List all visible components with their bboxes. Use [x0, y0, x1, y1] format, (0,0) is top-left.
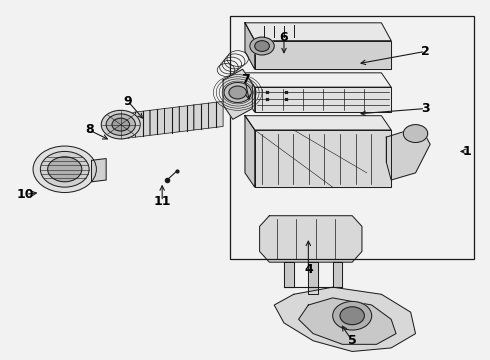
Polygon shape — [165, 107, 179, 134]
Text: 6: 6 — [280, 31, 288, 44]
Polygon shape — [386, 126, 430, 180]
Polygon shape — [245, 73, 391, 87]
Circle shape — [403, 125, 428, 143]
Polygon shape — [150, 109, 165, 135]
Circle shape — [250, 37, 274, 55]
Text: 10: 10 — [17, 188, 34, 201]
Text: 5: 5 — [348, 334, 357, 347]
Text: 4: 4 — [304, 263, 313, 276]
Polygon shape — [245, 23, 391, 41]
Text: 8: 8 — [85, 123, 94, 136]
Polygon shape — [260, 216, 362, 262]
Polygon shape — [135, 111, 150, 137]
Circle shape — [101, 111, 140, 139]
Polygon shape — [245, 116, 391, 130]
Polygon shape — [333, 262, 343, 287]
Polygon shape — [245, 73, 255, 112]
Text: 11: 11 — [153, 195, 171, 208]
Text: 1: 1 — [462, 145, 471, 158]
Circle shape — [48, 157, 82, 182]
Circle shape — [340, 307, 365, 325]
Text: 7: 7 — [241, 73, 249, 86]
Circle shape — [224, 82, 251, 103]
Circle shape — [112, 118, 129, 131]
Polygon shape — [308, 262, 318, 294]
Polygon shape — [245, 116, 255, 187]
Polygon shape — [92, 158, 106, 182]
Circle shape — [333, 301, 372, 330]
Polygon shape — [223, 69, 252, 119]
Circle shape — [255, 41, 270, 51]
Circle shape — [33, 146, 97, 193]
Circle shape — [229, 86, 246, 99]
Polygon shape — [121, 112, 135, 139]
Text: 3: 3 — [421, 102, 430, 115]
Polygon shape — [255, 87, 391, 112]
Polygon shape — [274, 287, 416, 351]
Polygon shape — [255, 130, 391, 187]
Polygon shape — [194, 103, 208, 130]
Polygon shape — [208, 102, 223, 128]
Polygon shape — [298, 298, 396, 344]
Polygon shape — [179, 105, 194, 132]
Circle shape — [40, 152, 89, 187]
Bar — [230, 16, 474, 258]
Polygon shape — [284, 262, 294, 287]
Polygon shape — [245, 23, 255, 69]
Text: 2: 2 — [421, 45, 430, 58]
Text: 9: 9 — [124, 95, 132, 108]
Circle shape — [106, 114, 135, 135]
Polygon shape — [255, 41, 391, 69]
